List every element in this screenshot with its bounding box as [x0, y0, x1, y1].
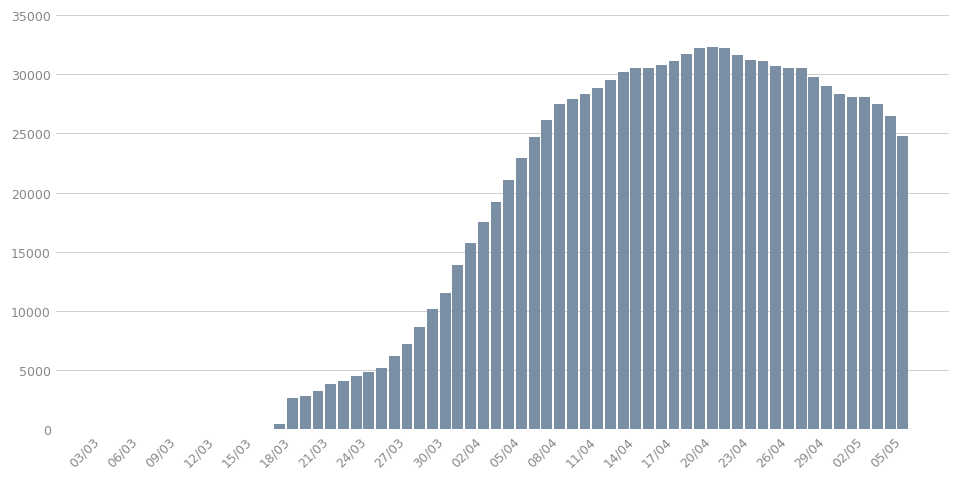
Bar — [707, 48, 717, 429]
Bar — [783, 69, 794, 429]
Bar — [287, 398, 298, 429]
Bar — [529, 138, 540, 429]
Bar — [745, 61, 756, 429]
Bar — [478, 223, 489, 429]
Bar — [808, 77, 819, 429]
Bar — [796, 69, 806, 429]
Bar — [770, 67, 781, 429]
Bar — [427, 309, 438, 429]
Bar — [338, 381, 348, 429]
Bar — [834, 95, 845, 429]
Bar — [554, 105, 565, 429]
Bar — [732, 56, 743, 429]
Bar — [376, 368, 387, 429]
Bar — [898, 136, 908, 429]
Bar — [847, 97, 857, 429]
Bar — [872, 105, 883, 429]
Bar — [821, 87, 832, 429]
Bar — [325, 384, 336, 429]
Bar — [631, 69, 641, 429]
Bar — [567, 100, 578, 429]
Bar — [516, 159, 527, 429]
Bar — [757, 62, 768, 429]
Bar — [313, 392, 324, 429]
Bar — [364, 372, 374, 429]
Bar — [885, 117, 896, 429]
Bar — [415, 328, 425, 429]
Bar — [466, 244, 476, 429]
Bar — [668, 62, 680, 429]
Bar — [605, 81, 616, 429]
Bar — [503, 180, 515, 429]
Bar — [859, 97, 870, 429]
Bar — [592, 89, 603, 429]
Bar — [389, 356, 399, 429]
Bar — [541, 121, 552, 429]
Bar — [350, 376, 362, 429]
Bar — [491, 203, 501, 429]
Bar — [440, 294, 450, 429]
Bar — [682, 55, 692, 429]
Bar — [275, 425, 285, 429]
Bar — [300, 396, 311, 429]
Bar — [643, 69, 654, 429]
Bar — [452, 265, 464, 429]
Bar — [694, 49, 705, 429]
Bar — [617, 73, 629, 429]
Bar — [580, 95, 590, 429]
Bar — [401, 344, 413, 429]
Bar — [656, 66, 666, 429]
Bar — [719, 49, 731, 429]
